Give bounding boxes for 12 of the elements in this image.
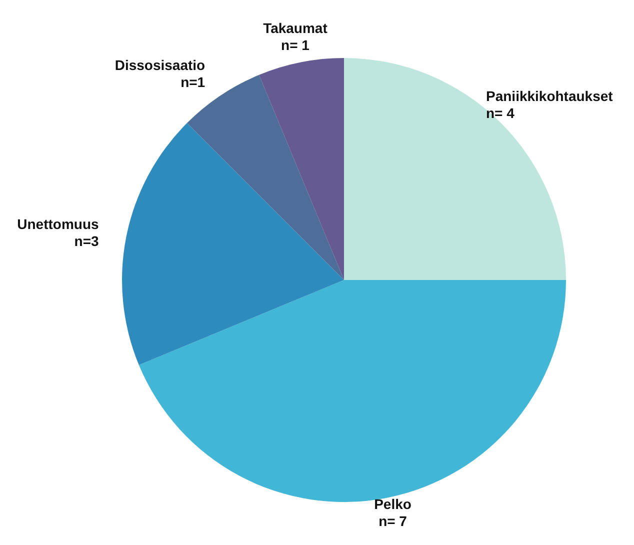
data-label: n= 4 <box>486 105 515 122</box>
data-label: n= 7 <box>378 513 408 529</box>
slice-label: Pelko <box>374 496 412 512</box>
slice-label: Dissosisaatio <box>114 57 206 74</box>
slice-label: Takaumat <box>263 20 328 36</box>
pie-slice <box>122 123 344 365</box>
data-label: n= 1 <box>281 36 310 53</box>
data-label: n=3 <box>74 233 100 250</box>
slice-label: Paniikkikohtaukset <box>486 88 614 104</box>
slice-label: Unettomuus <box>17 216 100 232</box>
data-label: n=1 <box>180 74 206 90</box>
pie-slice <box>259 58 344 280</box>
